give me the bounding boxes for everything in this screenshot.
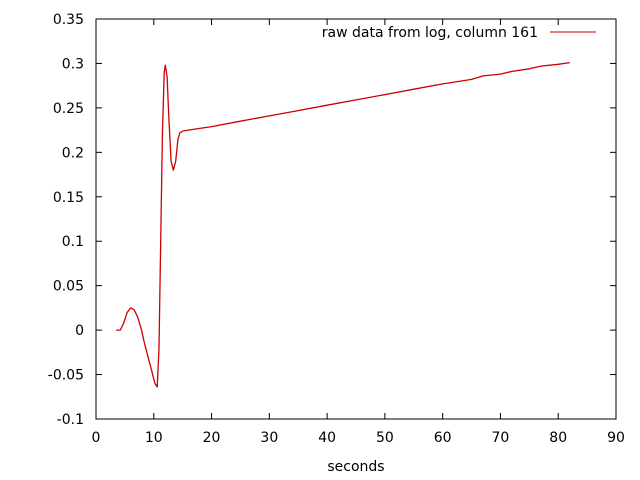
x-tick-label: 50 [376,430,394,446]
series-layer [116,61,570,388]
axis-ticks [95,18,617,420]
x-tick-label: 80 [549,430,567,446]
y-tick-label: 0.15 [53,190,84,206]
series-line [116,61,570,388]
y-tick-label: 0.1 [62,234,84,250]
x-tick-label: 30 [260,430,278,446]
y-tick-label: 0.25 [53,101,84,117]
y-tick-label: 0.2 [62,145,84,161]
tick-labels: 0 10 20 30 40 50 60 70 80 90 -0.1 -0.05 0 0.05 0.1 0.15… [48,12,625,446]
x-tick-label: 0 [92,430,101,446]
y-tick-label: -0.1 [57,412,84,428]
y-tick-label: -0.05 [48,368,84,384]
x-tick-label: 90 [607,430,625,446]
x-axis-label: seconds [327,459,384,475]
y-tick-label: 0.3 [62,56,84,72]
y-tick-label: 0 [75,323,84,339]
x-tick-label: 20 [203,430,221,446]
x-tick-label: 10 [145,430,163,446]
x-tick-label: 70 [492,430,510,446]
y-tick-label: 0.35 [53,12,84,28]
legend: raw data from log, column 161 [322,25,596,41]
legend-label: raw data from log, column 161 [322,25,538,41]
plot-frame [95,18,617,420]
y-tick-label: 0.05 [53,279,84,295]
x-tick-label: 40 [318,430,336,446]
x-tick-label: 60 [434,430,452,446]
